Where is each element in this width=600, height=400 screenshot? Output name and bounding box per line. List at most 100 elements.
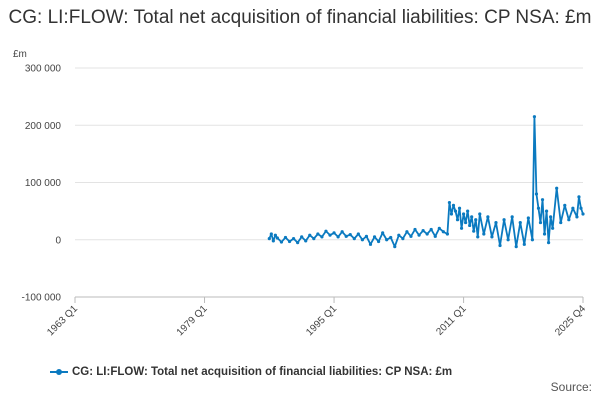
data-point[interactable] [506,238,510,242]
data-point[interactable] [502,218,506,222]
data-point[interactable] [445,232,449,236]
data-point[interactable] [455,218,460,222]
data-point[interactable] [360,238,364,242]
data-point[interactable] [316,232,320,236]
data-point[interactable] [468,223,472,228]
data-point[interactable] [449,212,454,216]
data-point[interactable] [417,233,421,237]
data-point[interactable] [393,245,397,249]
data-point[interactable] [283,235,288,240]
data-point[interactable] [312,237,316,241]
data-point[interactable] [320,235,324,239]
data-point[interactable] [451,203,456,207]
data-point[interactable] [328,233,332,237]
data-point[interactable] [441,230,445,234]
data-point[interactable] [457,206,462,210]
data-point[interactable] [581,212,585,216]
legend[interactable]: CG: LI:FLOW: Total net acquisition of fi… [50,366,452,378]
data-point[interactable] [437,226,441,230]
data-point[interactable] [522,242,526,246]
data-point[interactable] [348,232,352,237]
data-point[interactable] [472,229,476,233]
data-series[interactable] [267,115,585,249]
chart-title: CG: LI:FLOW: Total net acquisition of fi… [8,7,592,28]
data-point[interactable] [490,235,494,239]
data-point[interactable] [466,209,470,213]
data-point[interactable] [269,232,273,236]
data-point[interactable] [514,245,518,249]
data-point[interactable] [551,226,555,230]
data-point[interactable] [540,198,545,202]
data-point[interactable] [364,234,369,238]
data-point[interactable] [340,230,344,234]
data-point[interactable] [279,240,284,244]
data-point[interactable] [476,235,480,239]
data-point[interactable] [579,206,583,210]
data-point[interactable] [536,206,541,210]
data-point[interactable] [555,186,559,190]
data-point[interactable] [368,242,373,246]
data-point[interactable] [459,226,464,230]
data-point[interactable] [447,200,452,205]
data-point[interactable] [544,209,549,213]
data-point[interactable] [332,231,336,235]
data-point[interactable] [425,232,429,236]
data-point[interactable] [429,227,433,232]
data-point[interactable] [478,212,482,216]
data-point[interactable] [567,218,571,222]
data-point[interactable] [397,233,401,237]
data-point[interactable] [532,115,537,119]
data-point[interactable] [470,215,474,219]
data-point[interactable] [530,238,535,242]
data-point[interactable] [405,230,409,234]
data-point[interactable] [421,228,425,233]
data-point[interactable] [482,232,486,236]
data-point[interactable] [494,220,498,225]
data-point[interactable] [389,235,393,240]
data-point[interactable] [291,237,296,241]
data-point[interactable] [356,232,360,236]
data-point[interactable] [464,220,468,225]
data-point[interactable] [575,215,579,219]
data-point[interactable] [352,237,356,241]
data-point[interactable] [413,227,417,232]
data-point[interactable] [549,215,553,219]
data-point[interactable] [273,233,277,237]
data-point[interactable] [526,216,530,220]
data-point[interactable] [546,241,551,245]
data-point[interactable] [336,235,340,239]
data-point[interactable] [324,229,328,233]
data-point[interactable] [267,237,271,241]
data-point[interactable] [571,206,575,210]
data-point[interactable] [296,241,300,245]
data-point[interactable] [376,239,381,244]
data-point[interactable] [300,235,304,239]
data-point[interactable] [577,195,581,199]
data-point[interactable] [385,238,389,242]
data-point[interactable] [433,234,437,238]
data-point[interactable] [271,239,275,243]
data-point[interactable] [453,209,458,213]
data-point[interactable] [381,231,385,235]
data-point[interactable] [308,233,312,237]
series-line[interactable] [268,115,584,248]
data-point[interactable] [287,239,292,244]
data-point[interactable] [409,234,413,238]
data-point[interactable] [461,212,466,216]
data-point[interactable] [344,234,348,238]
data-point[interactable] [474,218,478,222]
data-point[interactable] [372,235,377,239]
data-point[interactable] [534,192,539,196]
data-point[interactable] [486,215,490,219]
data-point[interactable] [275,236,279,240]
data-point[interactable] [510,215,514,219]
data-point[interactable] [538,220,543,225]
data-point[interactable] [542,232,547,236]
data-point[interactable] [559,220,563,225]
data-point[interactable] [498,243,502,248]
data-point[interactable] [563,203,567,207]
data-point[interactable] [304,239,308,243]
data-point[interactable] [518,220,522,225]
data-point[interactable] [401,237,405,241]
x-tick-label: 1963 Q1 [45,303,80,338]
